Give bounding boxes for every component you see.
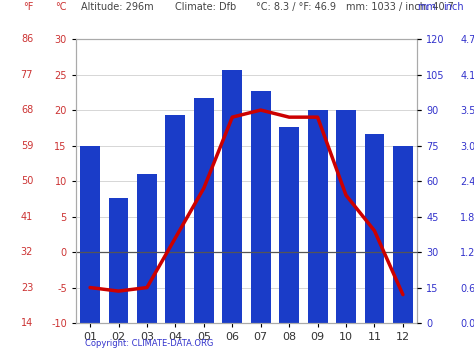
Text: 50: 50 [21, 176, 33, 186]
Text: 32: 32 [21, 247, 33, 257]
Text: °C: °C [55, 2, 66, 12]
Bar [251, 91, 271, 323]
Text: 86: 86 [21, 34, 33, 44]
Text: 77: 77 [21, 70, 33, 80]
Text: Climate: Dfb: Climate: Dfb [175, 2, 237, 12]
Text: inch: inch [443, 2, 464, 12]
Text: °F: °F [23, 2, 33, 12]
Bar [165, 115, 185, 323]
Bar [137, 174, 157, 323]
Text: 14: 14 [21, 318, 33, 328]
Bar [80, 146, 100, 323]
Text: Altitude: 296m: Altitude: 296m [81, 2, 153, 12]
Text: °C: 8.3 / °F: 46.9: °C: 8.3 / °F: 46.9 [256, 2, 336, 12]
Bar [336, 110, 356, 323]
Text: 59: 59 [21, 141, 33, 151]
Text: 68: 68 [21, 105, 33, 115]
Bar [279, 127, 299, 323]
Bar [308, 110, 328, 323]
Bar [194, 98, 214, 323]
Text: mm: mm [417, 2, 436, 12]
Bar [109, 198, 128, 323]
Bar [365, 134, 384, 323]
Bar [393, 146, 413, 323]
Text: 41: 41 [21, 212, 33, 222]
Bar [222, 70, 242, 323]
Text: mm: 1033 / inch: 40.7: mm: 1033 / inch: 40.7 [346, 2, 454, 12]
Text: 23: 23 [21, 283, 33, 293]
Text: Copyright: CLIMATE-DATA.ORG: Copyright: CLIMATE-DATA.ORG [85, 339, 214, 348]
